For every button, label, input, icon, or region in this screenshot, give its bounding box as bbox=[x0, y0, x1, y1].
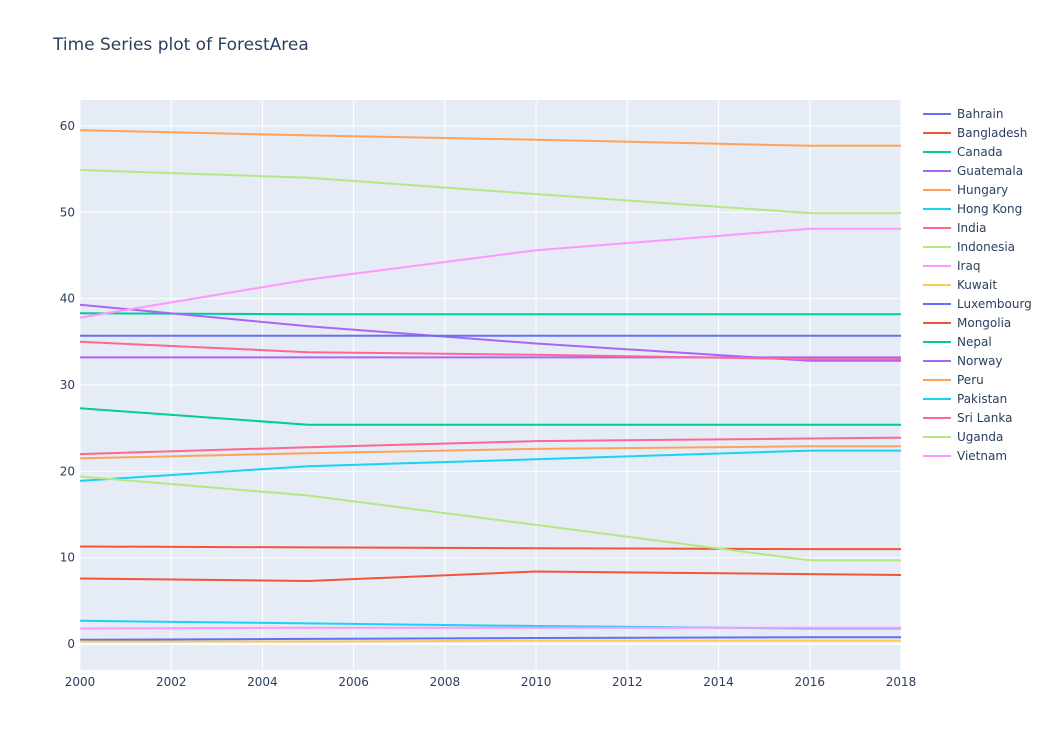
series-line-india[interactable] bbox=[79, 436, 902, 456]
legend-label: Norway bbox=[957, 354, 1003, 368]
legend-item-guatemala[interactable]: Guatemala bbox=[923, 164, 1023, 178]
legend-item-hungary[interactable]: Hungary bbox=[923, 183, 1008, 197]
chart-title: Time Series plot of ForestArea bbox=[52, 35, 309, 55]
y-tick-label: 0 bbox=[67, 637, 75, 651]
series-line-mongolia[interactable] bbox=[79, 570, 902, 582]
x-tick-label: 2012 bbox=[612, 675, 643, 689]
x-tick-label: 2004 bbox=[247, 675, 278, 689]
series-line-peru[interactable] bbox=[79, 129, 901, 147]
legend-label: Kuwait bbox=[957, 278, 997, 292]
legend: Bahrain Bangladesh Canada Guatemala Hungary H… bbox=[923, 107, 1032, 463]
legend-item-mongolia[interactable]: Mongolia bbox=[923, 316, 1011, 330]
legend-item-nepal[interactable]: Nepal bbox=[923, 335, 992, 349]
legend-label: Bangladesh bbox=[957, 126, 1027, 140]
legend-label: Guatemala bbox=[957, 164, 1023, 178]
legend-label: Canada bbox=[957, 145, 1003, 159]
legend-label: Sri Lanka bbox=[957, 411, 1012, 425]
legend-item-vietnam[interactable]: Vietnam bbox=[923, 449, 1007, 463]
legend-label: Pakistan bbox=[957, 392, 1007, 406]
series-line-bahrain[interactable] bbox=[79, 636, 901, 641]
legend-label: Peru bbox=[957, 373, 984, 387]
legend-item-kuwait[interactable]: Kuwait bbox=[923, 278, 997, 292]
series-lines bbox=[79, 129, 902, 643]
series-line-hungary[interactable] bbox=[79, 445, 901, 460]
legend-item-bangladesh[interactable]: Bangladesh bbox=[923, 126, 1027, 140]
legend-item-hong-kong[interactable]: Hong Kong bbox=[923, 202, 1022, 216]
legend-item-peru[interactable]: Peru bbox=[923, 373, 984, 387]
legend-item-indonesia[interactable]: Indonesia bbox=[923, 240, 1015, 254]
legend-label: Nepal bbox=[957, 335, 992, 349]
legend-item-canada[interactable]: Canada bbox=[923, 145, 1003, 159]
series-line-indonesia[interactable] bbox=[79, 169, 901, 215]
series-line-guatemala[interactable] bbox=[79, 303, 901, 362]
y-axis: 0 10 20 30 40 50 60 bbox=[60, 119, 75, 651]
legend-item-pakistan[interactable]: Pakistan bbox=[923, 392, 1007, 406]
series-line-canada[interactable] bbox=[79, 312, 901, 316]
x-tick-label: 2014 bbox=[703, 675, 734, 689]
legend-label: Uganda bbox=[957, 430, 1003, 444]
series-line-iraq[interactable] bbox=[79, 626, 901, 630]
series-line-nepal[interactable] bbox=[79, 407, 901, 426]
legend-label: Hungary bbox=[957, 183, 1008, 197]
x-axis: 2000 2002 2004 2006 2008 2010 2012 2014 2016 2018 bbox=[65, 675, 917, 689]
x-tick-label: 2002 bbox=[156, 675, 187, 689]
series-line-kuwait[interactable] bbox=[80, 639, 901, 643]
legend-label: Vietnam bbox=[957, 449, 1007, 463]
legend-item-uganda[interactable]: Uganda bbox=[923, 430, 1003, 444]
y-tick-label: 50 bbox=[60, 205, 75, 219]
series-line-vietnam[interactable] bbox=[79, 227, 901, 319]
series-line-uganda[interactable] bbox=[79, 475, 901, 562]
legend-item-norway[interactable]: Norway bbox=[923, 354, 1003, 368]
legend-label: Iraq bbox=[957, 259, 980, 273]
x-tick-label: 2010 bbox=[521, 675, 552, 689]
legend-label: Mongolia bbox=[957, 316, 1011, 330]
x-tick-label: 2008 bbox=[430, 675, 461, 689]
legend-label: Hong Kong bbox=[957, 202, 1022, 216]
y-tick-label: 40 bbox=[60, 292, 75, 306]
x-tick-label: 2018 bbox=[886, 675, 917, 689]
series-line-pakistan[interactable] bbox=[79, 449, 901, 482]
y-tick-label: 30 bbox=[60, 378, 75, 392]
legend-label: Indonesia bbox=[957, 240, 1015, 254]
legend-label: India bbox=[957, 221, 986, 235]
x-tick-label: 2000 bbox=[65, 675, 96, 689]
legend-label: Bahrain bbox=[957, 107, 1003, 121]
y-tick-label: 60 bbox=[60, 119, 75, 133]
legend-item-luxembourg[interactable]: Luxembourg bbox=[923, 297, 1032, 311]
series-line-sri-lanka[interactable] bbox=[79, 340, 901, 361]
y-tick-label: 20 bbox=[60, 464, 75, 478]
y-tick-label: 10 bbox=[60, 551, 75, 565]
grid bbox=[79, 100, 902, 670]
legend-item-sri-lanka[interactable]: Sri Lanka bbox=[923, 411, 1012, 425]
x-tick-label: 2016 bbox=[795, 675, 826, 689]
x-tick-label: 2006 bbox=[338, 675, 369, 689]
legend-item-iraq[interactable]: Iraq bbox=[923, 259, 980, 273]
series-line-bangladesh[interactable] bbox=[79, 545, 901, 551]
legend-item-india[interactable]: India bbox=[923, 221, 986, 235]
legend-item-bahrain[interactable]: Bahrain bbox=[923, 107, 1003, 121]
legend-label: Luxembourg bbox=[957, 297, 1032, 311]
